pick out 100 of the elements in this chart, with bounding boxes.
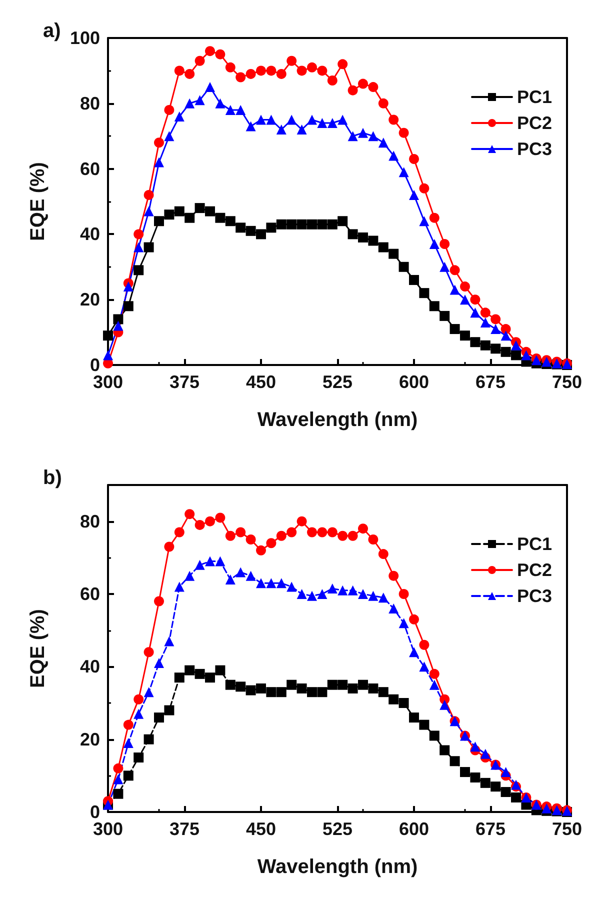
point (338, 530, 348, 541)
point (480, 308, 490, 318)
point (440, 310, 450, 321)
point (225, 62, 236, 72)
point (368, 590, 378, 601)
point (500, 346, 511, 357)
legend-label: PC2 (516, 560, 552, 580)
point (378, 98, 388, 108)
y-tick-label: 0 (90, 355, 100, 375)
point (144, 190, 154, 200)
point (378, 549, 388, 560)
point (246, 534, 256, 544)
point (205, 516, 215, 526)
point (123, 720, 134, 730)
point (358, 78, 368, 89)
y-tick-label: 60 (80, 158, 100, 179)
point (256, 683, 266, 694)
point (388, 604, 399, 614)
point (470, 337, 480, 348)
point (276, 219, 286, 230)
point (246, 685, 256, 696)
point (378, 138, 388, 148)
x-axis-title: Wavelength (nm) (257, 409, 418, 431)
x-tick-label: 675 (475, 372, 506, 392)
point (205, 556, 215, 566)
point (419, 662, 430, 672)
point (296, 589, 307, 599)
y-tick-label: 20 (80, 729, 100, 750)
point (286, 114, 297, 125)
point (419, 216, 430, 226)
x-axis-title: Wavelength (nm) (257, 856, 418, 878)
point (409, 190, 419, 200)
point (194, 203, 205, 214)
point (511, 340, 521, 350)
point (296, 219, 307, 230)
point (184, 212, 195, 223)
point (368, 131, 378, 142)
point (429, 680, 440, 690)
point (398, 618, 409, 628)
point (388, 570, 399, 581)
point (307, 590, 317, 601)
point (368, 534, 378, 544)
point (144, 242, 154, 252)
point (205, 206, 215, 216)
point (123, 301, 134, 312)
point (256, 578, 266, 588)
point (134, 694, 144, 704)
point (184, 570, 195, 581)
legend-label: PC2 (516, 113, 552, 133)
point (327, 584, 338, 594)
point (215, 512, 226, 523)
point (307, 687, 317, 698)
point (409, 154, 419, 164)
point (123, 770, 134, 781)
x-tick-label: 525 (322, 819, 353, 839)
point (460, 767, 470, 778)
point (317, 118, 328, 128)
point (388, 150, 399, 161)
point (174, 111, 184, 122)
point (398, 262, 409, 272)
point (256, 229, 266, 240)
point (470, 308, 480, 318)
point (338, 114, 348, 125)
point (286, 582, 297, 592)
point (123, 738, 134, 748)
point (225, 680, 236, 690)
point (296, 683, 307, 694)
point (225, 574, 236, 584)
point (215, 98, 226, 108)
point (500, 787, 511, 798)
point (144, 647, 154, 658)
y-axis-title: EQE (%) (27, 609, 49, 688)
point (154, 596, 164, 606)
point (317, 66, 328, 76)
point (358, 680, 368, 690)
point (450, 284, 460, 295)
point (286, 56, 297, 66)
point (317, 687, 328, 698)
point (184, 68, 195, 79)
point (134, 242, 144, 252)
point (286, 219, 297, 230)
point (194, 560, 205, 570)
point (409, 614, 419, 624)
point (429, 239, 440, 250)
point (338, 680, 348, 690)
point (460, 282, 470, 292)
x-tick-label: 750 (552, 819, 582, 839)
point (358, 232, 368, 242)
point (440, 745, 450, 756)
point (378, 592, 388, 603)
point (327, 680, 338, 690)
point (409, 274, 419, 285)
point (296, 516, 307, 526)
point (419, 183, 430, 194)
point (215, 665, 226, 676)
point (134, 708, 144, 719)
point (113, 314, 124, 324)
point (246, 68, 256, 79)
point (480, 340, 490, 350)
point (480, 778, 490, 788)
